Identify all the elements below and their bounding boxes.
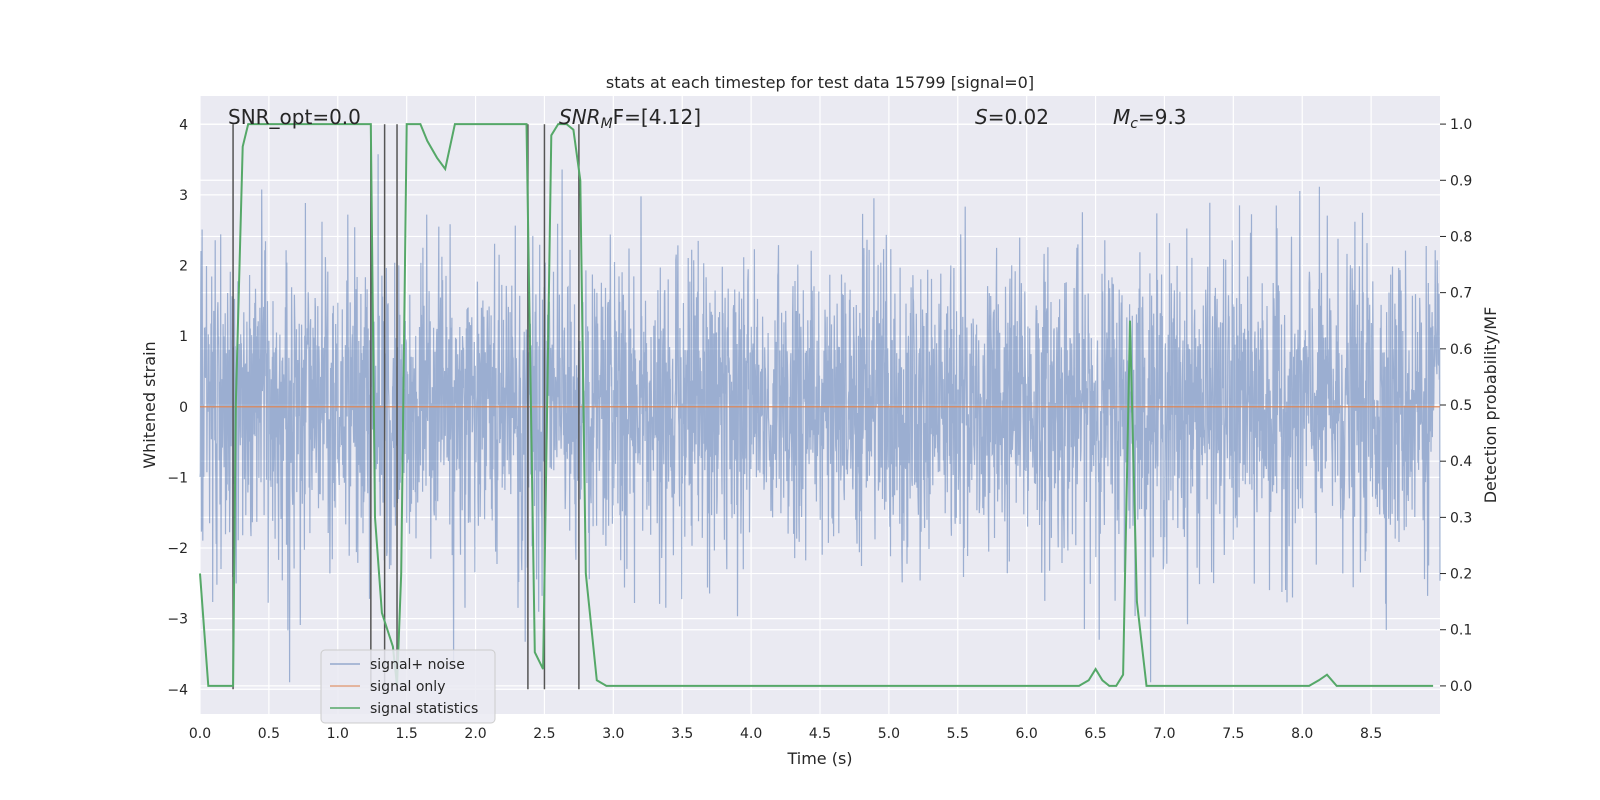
x-tick-label: 6.5 [1084, 726, 1106, 742]
annotation-mc: Mc=9.3 [1113, 105, 1187, 132]
x-tick-label: 3.0 [602, 726, 624, 742]
snr-mf-base: SNR [559, 105, 601, 129]
snr-mf-sub: M [601, 116, 613, 132]
y-axis-label: Whitened strain [140, 341, 159, 468]
signal-noise-series [199, 154, 1441, 683]
y-tick-label: −2 [167, 541, 188, 557]
x-tick-label: 3.5 [671, 726, 693, 742]
x-tick-label: 5.5 [947, 726, 969, 742]
y-tick-label: −1 [167, 470, 188, 486]
statistics-line [199, 123, 1434, 687]
x-tick-label: 2.0 [464, 726, 486, 742]
x-axis-ticks: 0.0 0.5 1.0 1.5 2.0 2.5 3.0 3.5 4.0 4.5 5.0 5.5 6.0 6… [189, 726, 1382, 742]
legend-label-noise: signal+ noise [370, 657, 465, 673]
y-right-tick-label: 0.2 [1450, 567, 1472, 583]
y-tick-label: −4 [167, 682, 188, 698]
y-tick-label: 3 [179, 188, 188, 204]
signal-statistics-series [199, 123, 1434, 687]
x-tick-label: 8.5 [1360, 726, 1382, 742]
x-tick-label: 7.0 [1153, 726, 1175, 742]
y-right-axis-label: Detection probability/MF [1481, 307, 1500, 504]
chart-title: stats at each timestep for test data 157… [606, 73, 1034, 92]
y-right-tick-label: 0.7 [1450, 286, 1472, 302]
mc-value: =9.3 [1138, 105, 1187, 129]
y-right-tick-label: 0.5 [1450, 398, 1472, 414]
y-right-tick-label: 0.6 [1450, 342, 1472, 358]
legend: signal+ noise signal only signal statist… [320, 649, 496, 724]
y-tick-label: −3 [167, 612, 188, 628]
y-axis-ticks: −4 −3 −2 −1 0 1 2 3 4 [167, 117, 188, 698]
y-right-tick-label: 0.1 [1450, 623, 1472, 639]
legend-label-signal-only: signal only [370, 679, 445, 695]
y-tick-label: 4 [179, 117, 188, 133]
y-tick-label: 1 [179, 329, 188, 345]
y-right-tick-label: 0.9 [1450, 173, 1472, 189]
snr-mf-rest: F=[4.12] [613, 105, 701, 129]
s-label: S [975, 105, 988, 129]
vertical-markers [232, 124, 580, 690]
noise-line [199, 154, 1441, 683]
x-tick-label: 5.0 [878, 726, 900, 742]
legend-box [320, 649, 496, 724]
legend-label-statistics: signal statistics [370, 701, 478, 717]
y-right-tick-label: 1.0 [1450, 117, 1472, 133]
x-tick-label: 1.5 [396, 726, 418, 742]
x-tick-label: 2.5 [533, 726, 555, 742]
x-tick-label: 4.5 [809, 726, 831, 742]
x-tick-label: 0.5 [258, 726, 280, 742]
y-right-tick-label: 0.3 [1450, 510, 1472, 526]
annotation-s: S=0.02 [975, 105, 1049, 129]
x-tick-label: 1.0 [327, 726, 349, 742]
x-tick-label: 0.0 [189, 726, 211, 742]
x-axis-label: Time (s) [786, 749, 852, 768]
x-tick-label: 7.5 [1222, 726, 1244, 742]
y-right-tick-label: 0.8 [1450, 229, 1472, 245]
y-right-axis-ticks: 0.0 0.1 0.2 0.3 0.4 0.5 0.6 0.7 0.8 0.9 1.0 [1440, 117, 1472, 695]
y-right-tick-label: 0.4 [1450, 454, 1472, 470]
mc-label: M [1113, 105, 1130, 129]
annotation-snr-mf: SNRMF=[4.12] [559, 105, 701, 132]
x-tick-label: 4.0 [740, 726, 762, 742]
y-tick-label: 0 [179, 400, 188, 416]
mc-sub: c [1130, 116, 1138, 132]
y-tick-label: 2 [179, 259, 188, 275]
x-tick-label: 8.0 [1291, 726, 1313, 742]
x-tick-label: 6.0 [1016, 726, 1038, 742]
annotation-snr-opt: SNR_opt=0.0 [228, 105, 361, 129]
s-value: =0.02 [988, 105, 1049, 129]
y-right-tick-label: 0.0 [1450, 679, 1472, 695]
